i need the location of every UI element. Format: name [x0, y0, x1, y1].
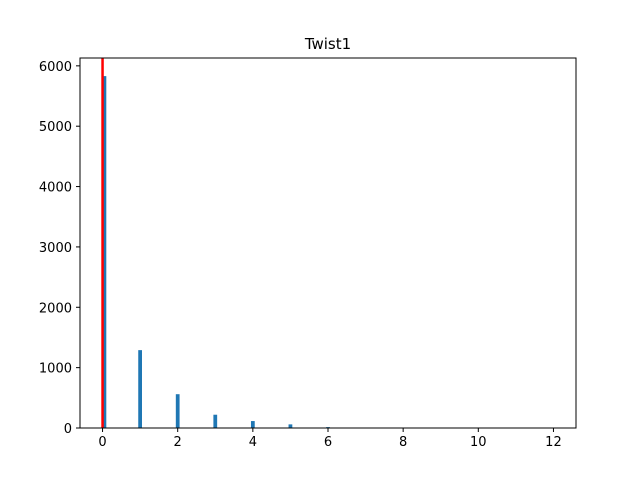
- y-tick-label-4000: 4000: [39, 181, 72, 196]
- x-tick-label-2: 2: [174, 435, 182, 450]
- y-axis: 0 1000 2000 3000 4000 5000 6000: [39, 60, 80, 437]
- histogram-bar-4: [250, 421, 255, 428]
- x-tick-label-4: 4: [249, 435, 257, 450]
- y-tick-label-1000: 1000: [39, 362, 72, 377]
- histogram-bar-3: [213, 414, 218, 428]
- x-tick-label-6: 6: [324, 435, 332, 450]
- x-axis: 0 2 4 6 8 10 12: [98, 428, 562, 450]
- y-tick-label-6000: 6000: [39, 60, 72, 75]
- histogram-bar-5: [288, 424, 293, 428]
- chart-title: Twist1: [304, 35, 351, 53]
- histogram-bar-1: [138, 350, 142, 428]
- y-tick-label-5000: 5000: [39, 120, 72, 135]
- x-tick-label-8: 8: [399, 435, 407, 450]
- x-tick-label-12: 12: [545, 435, 562, 450]
- bars-group: [102, 76, 556, 428]
- x-tick-label-10: 10: [470, 435, 487, 450]
- y-tick-label-3000: 3000: [39, 241, 72, 256]
- histogram-bar-0: [102, 76, 107, 428]
- y-tick-label-2000: 2000: [39, 301, 72, 316]
- y-tick-label-0: 0: [64, 422, 72, 437]
- histogram-bar-2: [175, 394, 180, 428]
- plot-frame: [79, 57, 577, 429]
- x-tick-label-0: 0: [98, 435, 106, 450]
